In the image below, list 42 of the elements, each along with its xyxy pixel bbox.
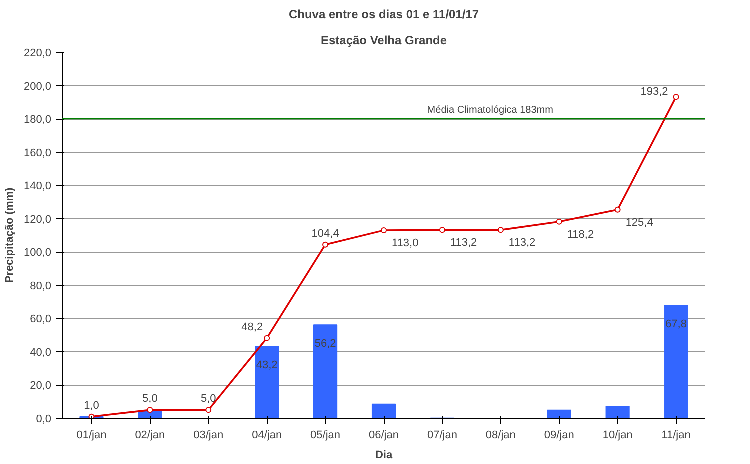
x-tick-label: 03/jan: [194, 430, 224, 442]
chart-subtitle: Estação Velha Grande: [320, 34, 448, 48]
chart-title: Chuva entre os dias 01 e 11/01/17: [288, 8, 480, 22]
data-label: 43,2: [256, 360, 278, 372]
y-tick-label: 60,0: [30, 314, 52, 326]
x-tick-label: 02/jan: [135, 430, 166, 442]
data-label: 118,2: [567, 228, 594, 241]
data-label: 1,0: [84, 400, 100, 412]
data-label: 48,2: [242, 321, 264, 334]
y-tick-label: 100,0: [24, 247, 52, 260]
data-label: 56,2: [314, 338, 336, 350]
x-tick-label: 08/jan: [486, 430, 516, 442]
data-label: 5,0: [200, 393, 216, 406]
data-label: 5,0: [142, 393, 158, 406]
y-tick-label: 120,0: [24, 214, 52, 226]
data-label: 125,4: [626, 216, 654, 229]
x-tick-label: 06/jan: [369, 430, 399, 442]
y-axis-title: Precipitação (mm): [4, 187, 16, 284]
x-tick-label: 10/jan: [602, 430, 633, 442]
y-tick-label: 220,0: [24, 48, 52, 60]
y-tick-label: 140,0: [24, 180, 52, 193]
data-label: 67,8: [666, 318, 687, 331]
y-tick-label: 40,0: [30, 346, 52, 359]
data-label: 104,4: [312, 228, 340, 240]
y-tick-label: 0,0: [36, 414, 52, 426]
x-tick-label: 11/jan: [662, 430, 691, 442]
x-tick-label: 01/jan: [76, 430, 107, 442]
data-label: 193,2: [640, 86, 668, 98]
y-tick-label: 80,0: [30, 280, 52, 292]
data-label: 113,0: [392, 238, 419, 250]
y-tick-label: 160,0: [24, 147, 52, 160]
y-tick-label: 200,0: [24, 80, 52, 93]
data-label: 113,2: [508, 237, 536, 250]
data-label: 113,2: [450, 237, 478, 250]
x-tick-label: 07/jan: [427, 430, 458, 442]
ref-line-label: Média Climatológica 183mm: [427, 105, 554, 116]
x-axis-title: Dia: [375, 450, 394, 462]
x-tick-label: 05/jan: [310, 430, 341, 442]
x-tick-label: 09/jan: [544, 430, 574, 442]
x-tick-label: 04/jan: [252, 430, 282, 442]
y-tick-label: 180,0: [24, 114, 52, 126]
y-tick-label: 20,0: [30, 380, 52, 392]
